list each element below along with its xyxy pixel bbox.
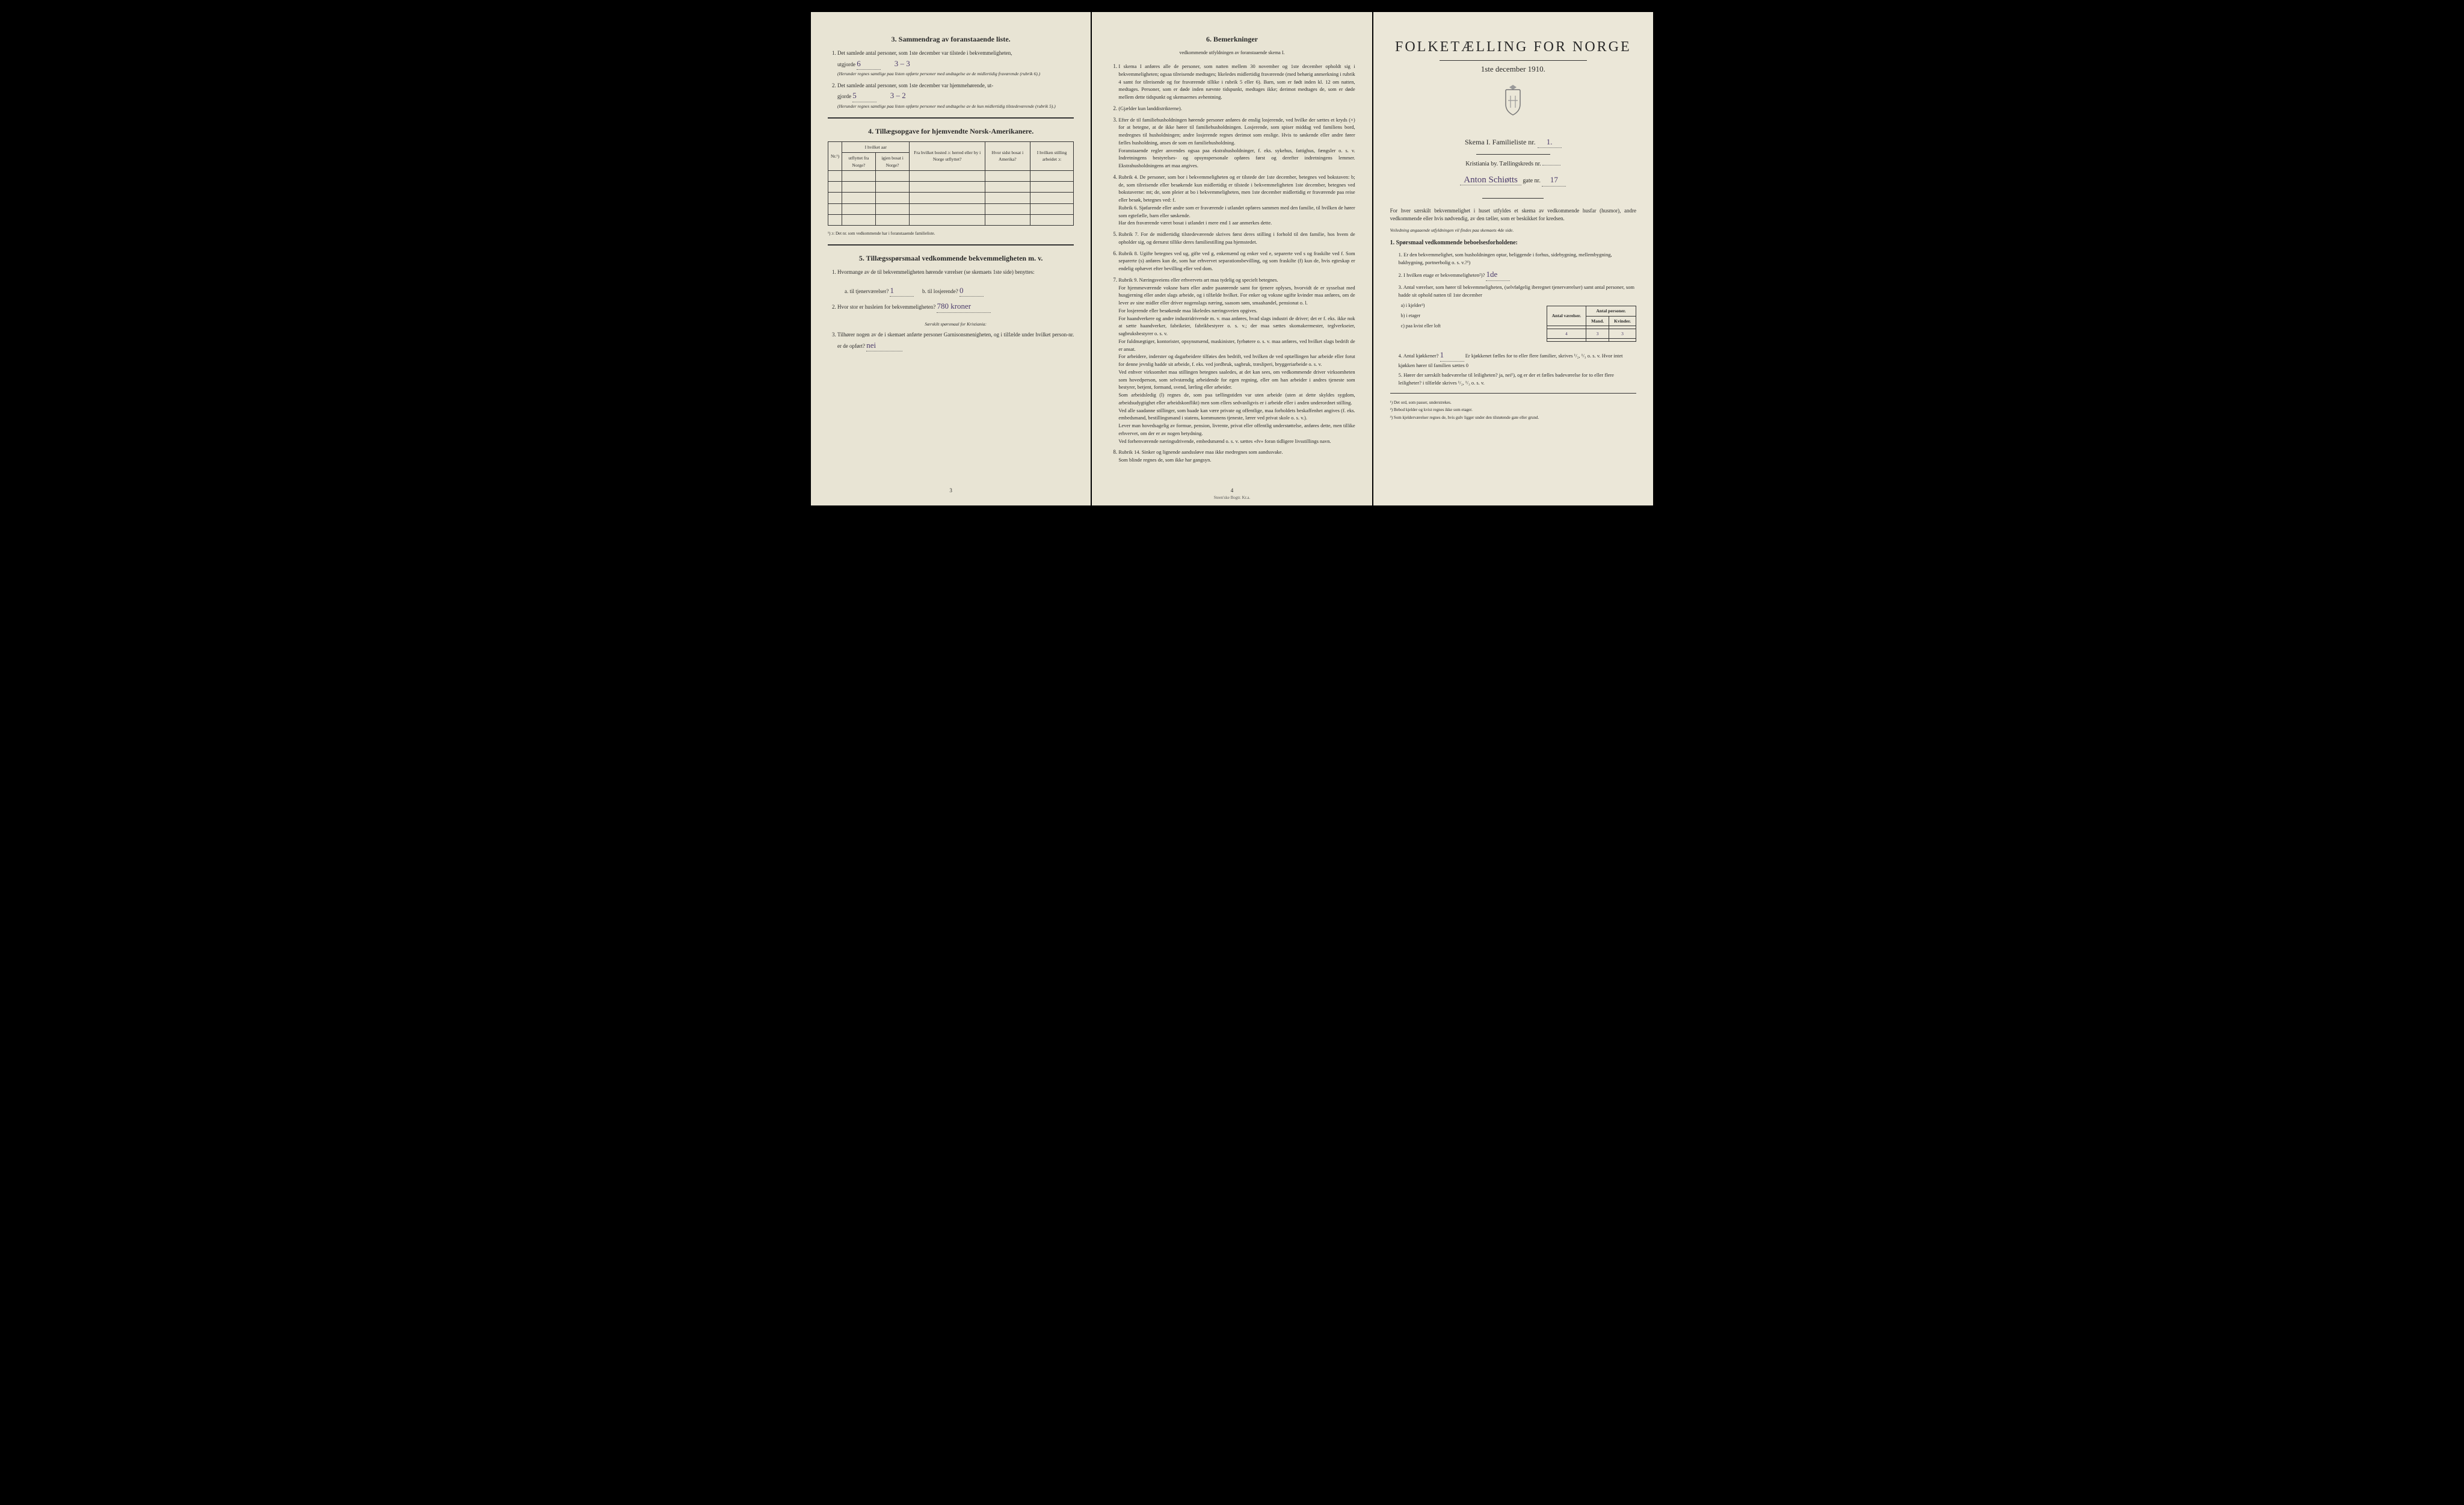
q1: 1. Er den bekvemmelighet, som husholdnin… [1399, 251, 1636, 267]
s3-q1-val: 6 [857, 58, 881, 70]
s3-q1-split: 3 – 3 [895, 59, 910, 68]
section-5-title: 5. Tillægsspørsmaal vedkommende bekvemme… [828, 253, 1074, 264]
page-3: 3. Sammendrag av foranstaaende liste. De… [811, 12, 1091, 505]
table-row [828, 182, 1074, 193]
main-title: FOLKETÆLLING FOR NORGE [1390, 36, 1636, 58]
table-row [828, 170, 1074, 181]
section-4-title: 4. Tillægsopgave for hjemvendte Norsk-Am… [828, 126, 1074, 137]
page-1-title: FOLKETÆLLING FOR NORGE 1ste december 191… [1373, 12, 1653, 505]
coat-of-arms-icon [1390, 84, 1636, 125]
s3-q2-val: 5 [852, 90, 876, 102]
schema-line: Skema I. Familieliste nr. 1. [1390, 136, 1636, 149]
q4: 4. Antal kjøkkener? 1 Er kjøkkenet fælle… [1399, 349, 1636, 369]
section-6-title: 6. Bemerkninger [1109, 34, 1355, 45]
s3-q1: Det samlede antal personer, som 1ste dec… [837, 49, 1074, 78]
s5-q2: Hvor stor er husleien for bekvemmelighet… [837, 300, 1074, 327]
norsk-amerikanere-table: Nr.¹) I hvilket aar Fra hvilket bosted ɔ… [828, 141, 1074, 226]
vaerelser-table: Antal værelser. Antal personer. Mand. Kv… [1547, 306, 1636, 342]
page-4: 6. Bemerkninger vedkommende utfyldningen… [1092, 12, 1372, 505]
table-row [828, 193, 1074, 203]
table-row [828, 203, 1074, 214]
q3: 3. Antal værelser, som hører til bekvemm… [1399, 283, 1636, 299]
q2: 2. I hvilken etage er bekvemmeligheten²)… [1399, 268, 1636, 281]
table-row [828, 214, 1074, 225]
bemerkninger-list: I skema I anføres alle de personer, som … [1109, 63, 1355, 464]
s3-q2: Det samlede antal personer, som 1ste dec… [837, 82, 1074, 111]
s3-q2-split: 3 – 2 [890, 91, 906, 100]
s5-q1: Hvormange av de til bekvemmeligheten hør… [837, 268, 1074, 297]
s5-q3: Tilhører nogen av de i skemaet anførte p… [837, 331, 1074, 351]
q5: 5. Hører der særskilt badeværelse til le… [1399, 371, 1636, 387]
section-3-title: 3. Sammendrag av foranstaaende liste. [828, 34, 1074, 45]
gate-name: Anton Schiøtts [1460, 175, 1521, 185]
